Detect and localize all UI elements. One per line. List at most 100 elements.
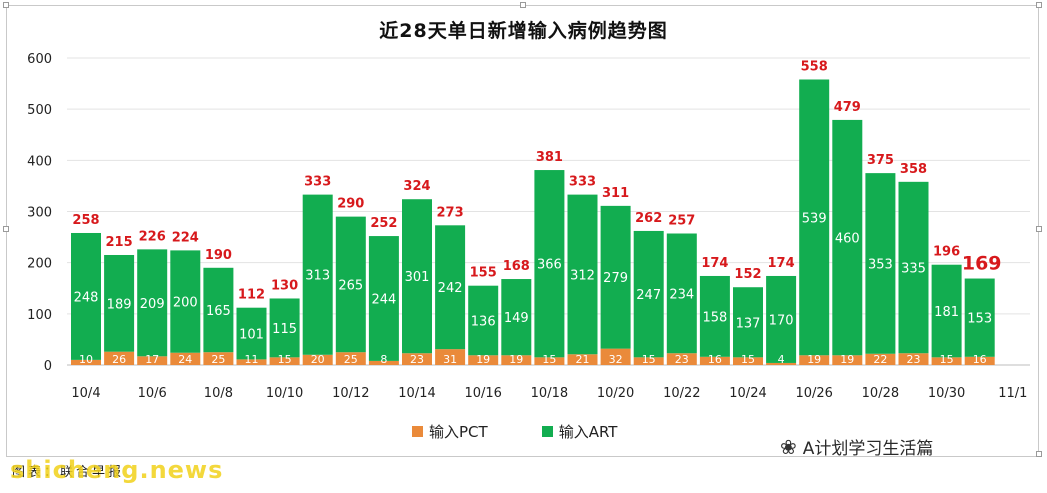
data-label-pct: 19	[476, 353, 490, 366]
resize-handle-top-left[interactable]	[3, 2, 9, 8]
bar-art	[71, 232, 101, 360]
data-label-total: 174	[701, 256, 728, 271]
data-label-pct: 15	[278, 353, 292, 366]
data-label-art: 149	[504, 311, 529, 326]
data-label-art: 170	[769, 313, 794, 328]
data-label-total: 381	[536, 150, 563, 165]
data-label-pct: 15	[741, 353, 755, 366]
bar-art	[335, 216, 366, 353]
wechat-bubble-icon: ❀	[780, 434, 797, 459]
bar-pct	[402, 353, 432, 365]
bar-pct	[302, 354, 333, 365]
bar-pct	[71, 359, 101, 365]
bar-pct	[666, 353, 697, 365]
data-label-pct: 15	[642, 353, 656, 366]
data-label-art: 200	[173, 296, 198, 311]
data-label-pct: 23	[907, 353, 921, 366]
data-label-art: 165	[206, 304, 231, 319]
data-label-total: 174	[768, 256, 795, 271]
data-label-total: 479	[834, 100, 861, 115]
bar-pct	[236, 359, 267, 365]
bar-art	[699, 275, 730, 357]
data-label-total: 257	[668, 214, 695, 229]
data-label-art: 353	[868, 257, 893, 272]
data-label-total: 168	[503, 259, 530, 274]
data-label-art: 136	[471, 314, 496, 329]
bar-pct	[600, 348, 631, 365]
data-label-pct: 25	[211, 353, 225, 366]
data-label-pct: 19	[840, 353, 854, 366]
x-tick-label: 10/8	[204, 386, 233, 401]
y-tick-label: 100	[27, 308, 52, 323]
data-label-total: 252	[370, 216, 397, 231]
x-tick-label: 10/28	[862, 386, 899, 401]
x-tick-label: 11/1	[998, 386, 1027, 401]
data-label-art: 460	[835, 232, 860, 247]
resize-handle-top[interactable]	[520, 2, 526, 8]
data-label-art: 301	[405, 270, 430, 285]
data-label-art: 158	[702, 310, 727, 325]
bar-art	[898, 181, 929, 354]
data-label-pct: 23	[675, 353, 689, 366]
bar-pct	[137, 356, 168, 365]
data-label-pct: 11	[245, 353, 259, 366]
data-label-total: 152	[734, 267, 761, 282]
bar-art	[368, 236, 399, 361]
x-tick-label: 10/18	[531, 386, 568, 401]
data-label-art: 101	[239, 328, 264, 343]
data-label-total: 290	[337, 197, 364, 212]
bar-pct	[699, 356, 730, 365]
watermark-text: A计划学习生活篇	[802, 439, 934, 459]
data-label-pct: 15	[542, 353, 556, 366]
bar-pct	[766, 362, 797, 365]
data-label-total: 262	[635, 211, 662, 226]
data-label-total: 375	[867, 153, 894, 168]
x-tick-label: 10/20	[597, 386, 634, 401]
legend-label-art: 输入ART	[558, 423, 618, 441]
legend-item-pct: 输入PCT	[412, 421, 488, 442]
data-label-total: 130	[271, 278, 298, 293]
bar-pct	[269, 357, 300, 365]
x-tick-label: 10/16	[464, 386, 501, 401]
resize-handle-right[interactable]	[1036, 226, 1042, 232]
data-label-total: 311	[602, 186, 629, 201]
bar-art	[931, 264, 962, 358]
bar-art	[865, 173, 896, 354]
data-label-total: 226	[139, 229, 166, 244]
data-label-pct: 10	[79, 353, 93, 366]
y-tick-label: 300	[27, 206, 52, 221]
bar-art	[402, 199, 432, 354]
data-label-pct: 20	[311, 353, 325, 366]
data-label-pct: 22	[873, 353, 887, 366]
data-label-art: 115	[272, 322, 297, 337]
legend-swatch-art	[541, 426, 553, 437]
data-label-art: 244	[371, 292, 396, 307]
bar-art	[666, 233, 697, 354]
data-label-art: 265	[338, 278, 363, 293]
data-label-total: 333	[304, 175, 331, 190]
resize-handle-left[interactable]	[3, 226, 9, 232]
bar-art	[733, 287, 763, 358]
bar-art	[567, 194, 598, 355]
bar-art	[104, 254, 135, 352]
resize-handle-top-right[interactable]	[1036, 2, 1042, 8]
data-label-pct: 23	[410, 353, 424, 366]
watermark: ❀ A计划学习生活篇	[780, 434, 934, 460]
x-tick-label: 10/30	[928, 386, 965, 401]
bar-art	[137, 249, 168, 357]
legend-item-art: 输入ART	[541, 421, 618, 442]
data-label-art: 153	[967, 312, 992, 327]
bar-art	[236, 307, 267, 360]
data-label-total: 112	[238, 288, 265, 303]
bar-pct	[733, 357, 763, 365]
data-label-pct: 19	[807, 353, 821, 366]
data-label-art: 279	[603, 271, 628, 286]
data-label-art: 247	[636, 288, 661, 303]
resize-handle-bottom-right[interactable]	[1036, 451, 1042, 457]
data-label-pct: 21	[576, 353, 590, 366]
bar-art	[964, 278, 995, 357]
data-label-total: 155	[470, 266, 497, 281]
bar-pct	[170, 352, 201, 365]
site-watermark: shicheng.news	[10, 456, 224, 484]
